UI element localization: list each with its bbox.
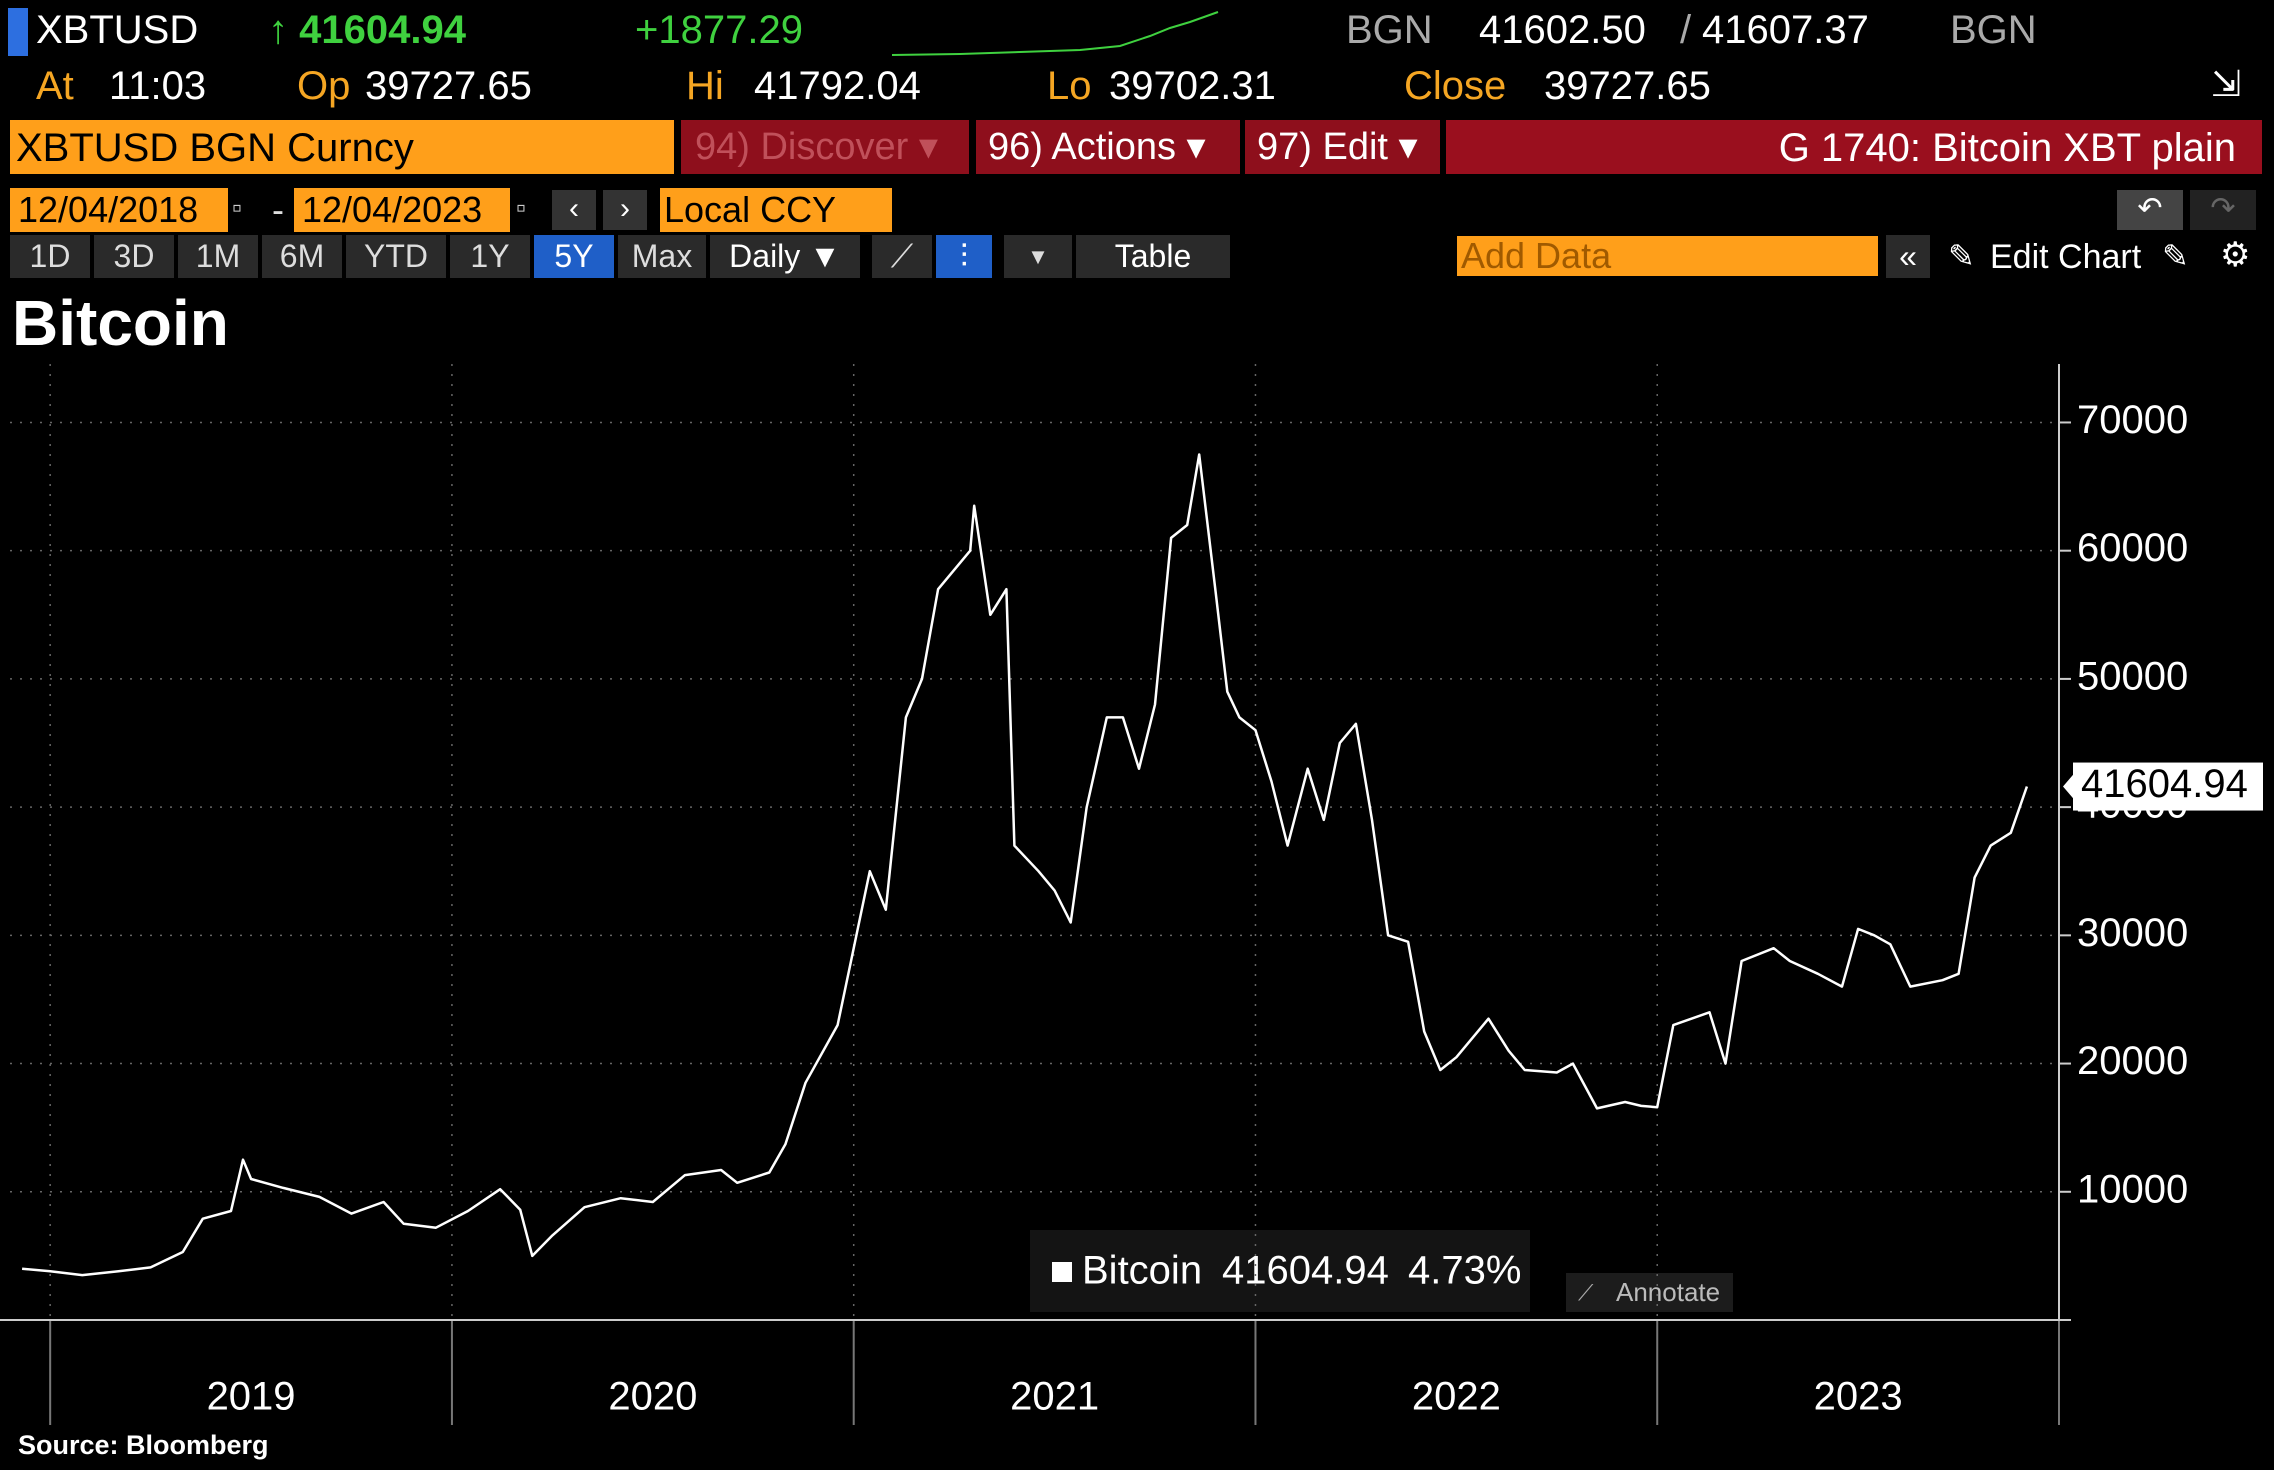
range-button[interactable]: 5Y	[534, 235, 614, 278]
chart-title: Bitcoin	[12, 287, 229, 359]
y-tick-label: 70000	[2077, 398, 2188, 442]
range-button[interactable]: 3D	[94, 235, 174, 278]
actions-menu[interactable]: 96) Actions ▾	[976, 120, 1240, 174]
last-value-box	[2073, 762, 2263, 811]
next-button[interactable]: ›	[603, 190, 647, 230]
legend-change: 4.73%	[1408, 1249, 1521, 1293]
price-line	[21, 453, 2029, 1277]
range-button[interactable]: 6M	[262, 235, 342, 278]
x-tick-label: 2023	[1814, 1375, 1903, 1419]
last-price: ↑ 41604.94	[268, 8, 466, 52]
add-data-field[interactable]: Add Data	[1457, 236, 1878, 276]
popout-icon[interactable]: ⇲	[2211, 63, 2242, 104]
source: Source: Bloomberg	[18, 1430, 269, 1460]
x-tick-label: 2022	[1412, 1375, 1501, 1419]
annotate-icon: ⟋	[1578, 1280, 1594, 1305]
close: 39727.65	[1544, 64, 1711, 108]
redo-button[interactable]: ↷	[2190, 190, 2256, 230]
end-date[interactable]: 12/04/2023	[294, 188, 510, 232]
legend-box	[1030, 1230, 1530, 1312]
discover-menu[interactable]: 94) Discover ▾	[681, 120, 969, 174]
open: 39727.65	[365, 64, 532, 108]
edit-chart-button[interactable]: Edit Chart	[1990, 238, 2142, 276]
range-button[interactable]: 1Y	[450, 235, 530, 278]
y-tick-label: 50000	[2077, 654, 2188, 698]
bid: 41602.50	[1479, 8, 1646, 52]
range-button[interactable]: YTD	[346, 235, 446, 278]
y-tick-label: 60000	[2077, 526, 2188, 570]
collapse-button[interactable]: «	[1886, 235, 1930, 278]
start-date[interactable]: 12/04/2018	[10, 188, 228, 232]
symbol: XBTUSD	[36, 8, 199, 52]
last-value-label: 41604.94	[2081, 762, 2248, 806]
range-button[interactable]: 1D	[10, 235, 90, 278]
source-label: BGN	[1950, 8, 2037, 52]
dropdown[interactable]: ▼	[1004, 235, 1072, 278]
currency-field[interactable]: Local CCY	[660, 188, 892, 232]
edit-menu[interactable]: 97) Edit ▾	[1245, 120, 1440, 174]
bar-icon[interactable]: ⫶	[936, 235, 992, 278]
symbol-marker	[8, 8, 28, 56]
date-dash: -	[272, 189, 284, 230]
hi-label: Hi	[686, 64, 724, 108]
annotate-button[interactable]	[1566, 1273, 1733, 1312]
security-field[interactable]: XBTUSD BGN Curncy	[10, 120, 674, 174]
sparkline	[891, 11, 1219, 56]
calendar-icon[interactable]: ▫	[232, 192, 242, 223]
x-tick-label: 2020	[608, 1375, 697, 1419]
settings-icon[interactable]: ⚙	[2220, 236, 2251, 274]
hi: 41792.04	[754, 64, 921, 108]
last-value-pointer	[2063, 772, 2075, 801]
close-label: Close	[1404, 64, 1507, 108]
calendar-icon[interactable]: ▫	[516, 192, 526, 223]
ask: 41607.37	[1702, 8, 1869, 52]
line-icon[interactable]: ⟋	[872, 235, 932, 278]
range-button[interactable]: 1M	[178, 235, 258, 278]
open-label: Op	[297, 64, 351, 108]
x-tick-label: 2021	[1010, 1375, 1099, 1419]
y-tick-label: 30000	[2077, 911, 2188, 955]
source-label: BGN	[1346, 8, 1433, 52]
y-tick-label: 10000	[2077, 1167, 2188, 1211]
time: 11:03	[109, 64, 207, 108]
range-button[interactable]: Max	[618, 235, 706, 278]
annotate-icon[interactable]: ✎	[2162, 238, 2189, 274]
x-tick-label: 2019	[207, 1375, 296, 1419]
frequency-menu[interactable]: Daily ▼	[710, 235, 860, 278]
prev-button[interactable]: ‹	[552, 190, 596, 230]
legend-label: Bitcoin	[1082, 1249, 1202, 1293]
table-button[interactable]: Table	[1076, 235, 1230, 278]
legend-swatch	[1052, 1262, 1072, 1282]
change: +1877.29	[635, 8, 803, 52]
lo: 39702.31	[1109, 64, 1276, 108]
chart-name: G 1740: Bitcoin XBT plain	[1446, 120, 2262, 174]
lo-label: Lo	[1047, 64, 1092, 108]
separator: /	[1680, 8, 1692, 52]
edit-icon: ✎	[1948, 238, 1975, 274]
annotate-label[interactable]: Annotate	[1616, 1277, 1720, 1307]
undo-button[interactable]: ↶	[2117, 190, 2183, 230]
y-tick-label: 20000	[2077, 1039, 2188, 1083]
legend-value: 41604.94	[1222, 1249, 1389, 1293]
time-label: At	[36, 64, 74, 108]
